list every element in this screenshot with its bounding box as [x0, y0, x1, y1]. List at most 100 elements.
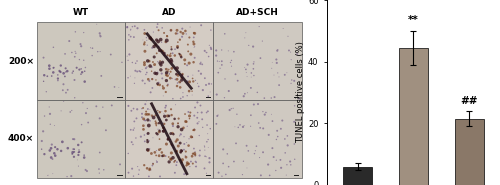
- Point: [158, 41, 166, 44]
- Point: [83, 170, 91, 173]
- Point: [176, 159, 184, 162]
- Point: [140, 164, 148, 167]
- Point: [198, 118, 206, 121]
- Point: [174, 82, 182, 85]
- Point: [224, 165, 232, 168]
- Point: [163, 34, 171, 37]
- Point: [145, 113, 153, 116]
- Point: [133, 60, 141, 63]
- Point: [140, 63, 148, 66]
- Point: [152, 78, 160, 81]
- Point: [240, 160, 248, 163]
- Point: [71, 50, 79, 53]
- Point: [256, 57, 264, 60]
- Point: [262, 111, 270, 114]
- Point: [176, 31, 184, 33]
- Point: [40, 74, 48, 77]
- Point: [74, 165, 82, 168]
- Point: [272, 159, 280, 162]
- Point: [192, 160, 200, 163]
- Point: [174, 41, 182, 44]
- Point: [170, 160, 178, 163]
- Point: [182, 33, 190, 36]
- Point: [284, 144, 292, 147]
- Point: [173, 67, 181, 70]
- Point: [178, 79, 186, 82]
- Point: [152, 154, 160, 157]
- Point: [159, 122, 167, 125]
- Point: [70, 96, 78, 99]
- Point: [167, 157, 175, 160]
- Point: [126, 28, 134, 31]
- Point: [201, 155, 209, 158]
- Point: [194, 85, 202, 88]
- Point: [142, 99, 150, 102]
- Point: [128, 109, 136, 112]
- Point: [156, 147, 164, 150]
- Point: [231, 125, 239, 128]
- Point: [177, 133, 185, 136]
- Point: [143, 167, 151, 170]
- Point: [184, 80, 192, 83]
- Point: [172, 164, 180, 167]
- Point: [197, 72, 205, 75]
- Point: [166, 77, 174, 80]
- Point: [250, 103, 258, 106]
- Point: [161, 129, 169, 132]
- Point: [133, 108, 141, 111]
- Point: [157, 63, 165, 66]
- Point: [167, 108, 175, 111]
- Point: [130, 36, 138, 38]
- Point: [154, 133, 162, 136]
- Point: [47, 147, 55, 150]
- Point: [48, 75, 56, 78]
- Point: [126, 75, 134, 78]
- Point: [48, 158, 56, 161]
- Point: [244, 149, 252, 152]
- Point: [144, 139, 152, 142]
- Point: [190, 43, 198, 46]
- Point: [108, 104, 116, 107]
- Point: [124, 171, 132, 174]
- Point: [60, 83, 68, 86]
- Point: [156, 49, 164, 52]
- Point: [50, 46, 58, 49]
- Point: [202, 51, 210, 54]
- Point: [131, 25, 139, 28]
- Point: [82, 66, 90, 69]
- Point: [70, 148, 78, 151]
- Point: [194, 111, 202, 114]
- Point: [56, 70, 64, 73]
- Point: [141, 140, 149, 143]
- Point: [287, 82, 295, 85]
- Point: [140, 119, 148, 122]
- Point: [152, 52, 160, 55]
- Point: [77, 45, 85, 48]
- Point: [186, 111, 194, 114]
- Point: [144, 132, 152, 135]
- Point: [179, 32, 187, 35]
- Point: [202, 172, 210, 175]
- Point: [146, 147, 154, 150]
- Point: [179, 91, 187, 94]
- Point: [240, 124, 248, 127]
- Point: [80, 80, 88, 83]
- Point: [61, 75, 69, 78]
- Point: [140, 128, 147, 131]
- Bar: [206, 175, 211, 176]
- Point: [154, 40, 162, 43]
- Point: [160, 122, 168, 125]
- Point: [130, 127, 138, 130]
- Point: [135, 169, 143, 172]
- Point: [284, 35, 292, 38]
- Point: [164, 138, 172, 141]
- Point: [256, 126, 264, 129]
- Point: [94, 50, 102, 53]
- Point: [164, 84, 172, 87]
- Point: [242, 71, 250, 74]
- Point: [56, 70, 64, 73]
- Point: [152, 43, 160, 46]
- Point: [44, 174, 52, 177]
- Point: [189, 152, 197, 155]
- Point: [264, 133, 272, 136]
